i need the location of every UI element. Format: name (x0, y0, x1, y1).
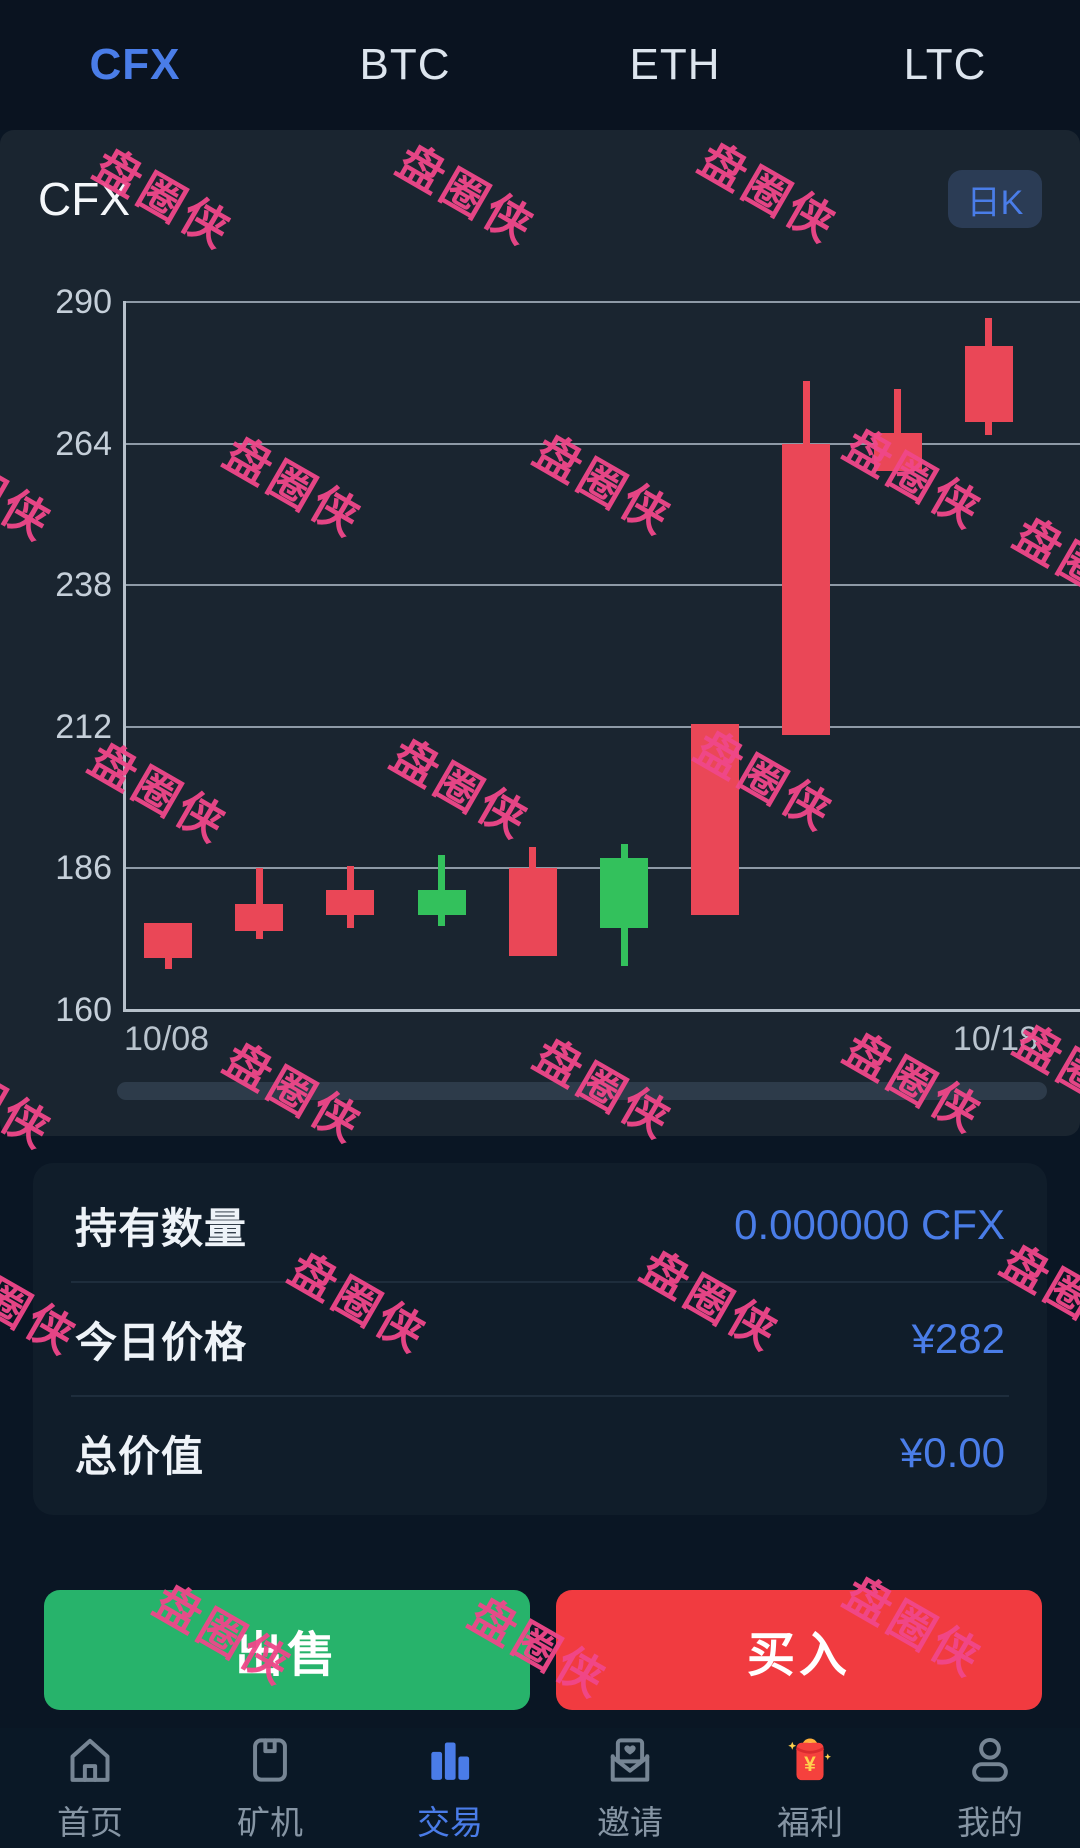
y-axis-label: 212 (55, 707, 112, 746)
holdings-card: 持有数量 0.000000 CFX 今日价格 ¥282 总价值 ¥0.00 (33, 1163, 1047, 1515)
candle-body (417, 890, 466, 915)
candlestick-chart[interactable]: 290 264 238 212 186 160 (0, 130, 1080, 1136)
divider (71, 1395, 1009, 1397)
divider (71, 1281, 1009, 1283)
svg-text:¥: ¥ (804, 1753, 816, 1776)
coin-tabbar: CFX BTC ETH LTC (0, 0, 1080, 130)
candle-body (873, 432, 922, 471)
chart-card: 290 264 238 212 186 160 CFX 日K 10/08 10/18 (0, 130, 1080, 1136)
candle-body (144, 922, 192, 959)
nav-item-home[interactable]: 首页 (0, 1728, 180, 1848)
candle-body (326, 890, 375, 915)
nav-label-miner: 矿机 (237, 1804, 303, 1841)
total-value-value: ¥0.00 (899, 1429, 1005, 1476)
candle-body (964, 345, 1013, 422)
tab-cfx[interactable]: CFX (89, 40, 181, 89)
tab-btc[interactable]: BTC (359, 40, 451, 89)
tab-ltc[interactable]: LTC (903, 40, 987, 89)
nav-item-trade[interactable]: 交易 (360, 1728, 540, 1848)
nav-item-welfare[interactable]: ¥ 福利 (720, 1728, 900, 1848)
candle-body (600, 857, 648, 929)
y-axis-line (123, 301, 126, 1012)
candle-body (691, 724, 740, 915)
x-axis-line (123, 1009, 1080, 1012)
candle-body (782, 443, 831, 735)
candle-body (508, 868, 557, 956)
nav-item-miner[interactable]: 矿机 (180, 1728, 360, 1848)
gridline (126, 301, 1080, 303)
bottom-nav: 首页 矿机 交易 (0, 1728, 1080, 1848)
red-packet-icon: ¥ (782, 1732, 838, 1788)
tab-eth[interactable]: ETH (629, 40, 721, 89)
candle-wick (255, 868, 263, 940)
sell-button[interactable]: 出售 (44, 1590, 530, 1710)
nav-label-profile: 我的 (957, 1804, 1023, 1841)
nav-label-home: 首页 (57, 1804, 123, 1841)
nav-label-trade: 交易 (417, 1804, 483, 1841)
buy-button[interactable]: 买入 (556, 1590, 1042, 1710)
period-badge-daily-k[interactable]: 日K (948, 170, 1042, 228)
invite-envelope-icon (602, 1732, 658, 1788)
trade-chart-icon (422, 1732, 478, 1788)
x-axis-label-start: 10/08 (124, 1020, 210, 1058)
home-icon (62, 1732, 118, 1788)
holdings-amount-row: 持有数量 0.000000 CFX (33, 1169, 1047, 1281)
chart-symbol-title: CFX (38, 173, 130, 225)
today-price-row: 今日价格 ¥282 (33, 1283, 1047, 1395)
today-price-label: 今日价格 (75, 1318, 248, 1366)
total-value-row: 总价值 ¥0.00 (33, 1397, 1047, 1509)
nav-item-invite[interactable]: 邀请 (540, 1728, 720, 1848)
miner-icon (242, 1732, 298, 1788)
profile-icon (962, 1732, 1018, 1788)
x-axis-label-end: 10/18 (952, 1020, 1038, 1058)
total-value-label: 总价值 (75, 1432, 205, 1480)
today-price-value: ¥282 (911, 1315, 1005, 1362)
nav-item-profile[interactable]: 我的 (900, 1728, 1080, 1848)
holdings-amount-value: 0.000000 CFX (734, 1201, 1005, 1248)
nav-label-welfare: 福利 (777, 1804, 843, 1841)
candle-body (235, 903, 284, 932)
gridline (126, 442, 1080, 445)
y-axis-label: 290 (55, 283, 112, 321)
y-axis-label: 160 (55, 991, 112, 1029)
y-axis-label: 264 (55, 424, 112, 463)
holdings-amount-label: 持有数量 (75, 1204, 248, 1252)
nav-label-invite: 邀请 (597, 1804, 663, 1841)
candle-wick (894, 389, 902, 471)
y-axis-label: 238 (55, 566, 112, 605)
gridline (126, 725, 1080, 728)
chart-zoom-scrollbar[interactable] (117, 1082, 1047, 1100)
gridline (126, 584, 1080, 587)
y-axis-label: 186 (55, 849, 112, 888)
